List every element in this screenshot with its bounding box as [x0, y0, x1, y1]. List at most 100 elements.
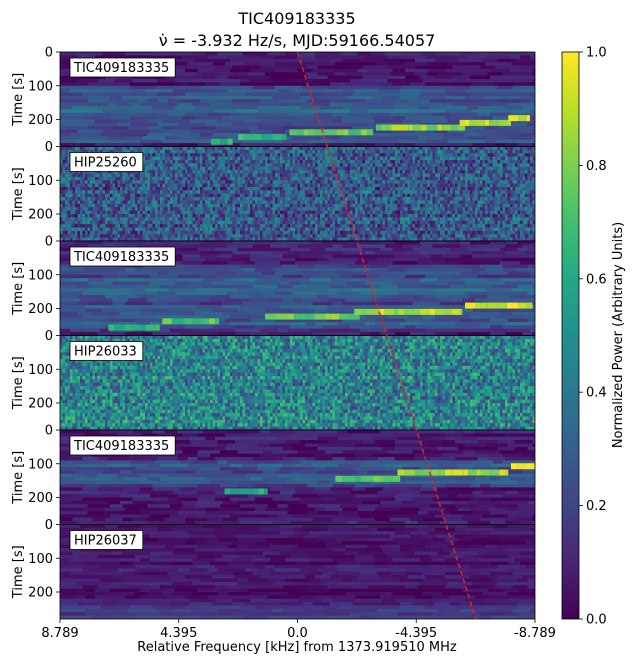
- heatmap-cell: [87, 99, 109, 104]
- heatmap-cell: [512, 160, 516, 164]
- heatmap-cell: [190, 176, 194, 181]
- heatmap-cell: [345, 149, 349, 154]
- heatmap-cell: [357, 160, 361, 164]
- heatmap-cell: [262, 197, 266, 202]
- heatmap-cell: [402, 203, 406, 208]
- heatmap-cell: [447, 119, 469, 124]
- heatmap-cell: [332, 210, 336, 215]
- heatmap-cell: [147, 160, 151, 164]
- signal-segment: [508, 115, 519, 122]
- heatmap-cell: [252, 207, 256, 212]
- heatmap-cell: [195, 207, 199, 212]
- heatmap-cell: [115, 217, 119, 222]
- heatmap-cell: [512, 203, 516, 208]
- heatmap-cell: [445, 193, 449, 198]
- heatmap-cell: [232, 99, 261, 104]
- heatmap-cell: [135, 112, 146, 117]
- heatmap-cell: [170, 153, 174, 158]
- heatmap-cell: [247, 197, 251, 202]
- heatmap-cell: [110, 217, 114, 222]
- heatmap-cell: [515, 170, 519, 175]
- heatmap-cell: [205, 217, 209, 222]
- heatmap-cell: [525, 176, 529, 181]
- heatmap-cell: [475, 149, 479, 154]
- heatmap-cell: [100, 173, 104, 178]
- heatmap-cell: [342, 180, 346, 185]
- panel-heatmap-0: [60, 52, 535, 147]
- heatmap-cell: [232, 166, 236, 171]
- heatmap-cell: [80, 217, 84, 222]
- heatmap-cell: [305, 176, 309, 181]
- heatmap-cell: [60, 133, 71, 137]
- heatmap-cell: [372, 193, 376, 198]
- heatmap-cell: [217, 190, 221, 195]
- heatmap-cell: [405, 203, 409, 208]
- heatmap-cell: [165, 160, 169, 164]
- heatmap-cell: [60, 166, 64, 171]
- heatmap-cell: [72, 207, 76, 212]
- heatmap-cell: [345, 173, 349, 178]
- heatmap-cell: [522, 173, 526, 178]
- heatmap-cell: [365, 153, 369, 158]
- heatmap-cell: [367, 176, 371, 181]
- heatmap-cell: [177, 156, 181, 161]
- heatmap-cell: [475, 180, 479, 185]
- heatmap-cell: [495, 187, 499, 191]
- heatmap-cell: [85, 170, 89, 175]
- heatmap-cell: [400, 210, 404, 215]
- heatmap-cell: [402, 119, 424, 124]
- heatmap-cell: [510, 146, 514, 151]
- heatmap-cell: [192, 146, 196, 151]
- heatmap-cell: [72, 176, 76, 181]
- heatmap-cell: [400, 95, 419, 100]
- heatmap-cell: [380, 217, 384, 222]
- heatmap-cell: [225, 166, 229, 171]
- heatmap-cell: [192, 163, 196, 168]
- heatmap-cell: [85, 173, 89, 178]
- heatmap-cell: [67, 173, 71, 178]
- heatmap-cell: [387, 187, 391, 191]
- heatmap-cell: [520, 99, 531, 104]
- heatmap-cell: [212, 173, 216, 178]
- heatmap-cell: [207, 190, 211, 195]
- heatmap-cell: [517, 190, 521, 195]
- heatmap-cell: [377, 187, 381, 191]
- heatmap-cell: [532, 156, 535, 161]
- heatmap-cell: [147, 180, 151, 185]
- heatmap-cell: [60, 89, 71, 94]
- heatmap-cell: [480, 160, 484, 164]
- heatmap-cell: [500, 170, 504, 175]
- heatmap-cell: [250, 95, 274, 100]
- heatmap-cell: [487, 176, 491, 181]
- heatmap-cell: [412, 156, 416, 161]
- heatmap-cell: [122, 146, 126, 151]
- heatmap-cell: [237, 207, 241, 212]
- heatmap-cell: [455, 170, 459, 175]
- heatmap-cell: [175, 187, 179, 191]
- heatmap-cell: [105, 170, 109, 175]
- heatmap-cell: [325, 79, 351, 83]
- heatmap-cell: [437, 203, 441, 208]
- heatmap-cell: [385, 99, 409, 104]
- heatmap-cell: [480, 173, 484, 178]
- heatmap-cell: [402, 166, 406, 171]
- heatmap-cell: [390, 197, 394, 202]
- heatmap-cell: [122, 203, 126, 208]
- heatmap-cell: [97, 176, 101, 181]
- heatmap-cell: [205, 207, 209, 212]
- heatmap-cell: [507, 170, 511, 175]
- heatmap-cell: [510, 75, 535, 80]
- heatmap-cell: [257, 170, 261, 175]
- heatmap-cell: [107, 197, 111, 202]
- heatmap-cell: [197, 200, 201, 205]
- heatmap-cell: [495, 193, 499, 198]
- heatmap-cell: [310, 210, 314, 215]
- heatmap-cell: [225, 207, 229, 212]
- heatmap-cell: [245, 190, 249, 195]
- heatmap-cell: [110, 183, 114, 188]
- heatmap-cell: [497, 207, 501, 212]
- heatmap-cell: [197, 173, 201, 178]
- signal-segment: [437, 124, 443, 131]
- heatmap-cell: [172, 197, 176, 202]
- heatmap-cell: [505, 203, 509, 208]
